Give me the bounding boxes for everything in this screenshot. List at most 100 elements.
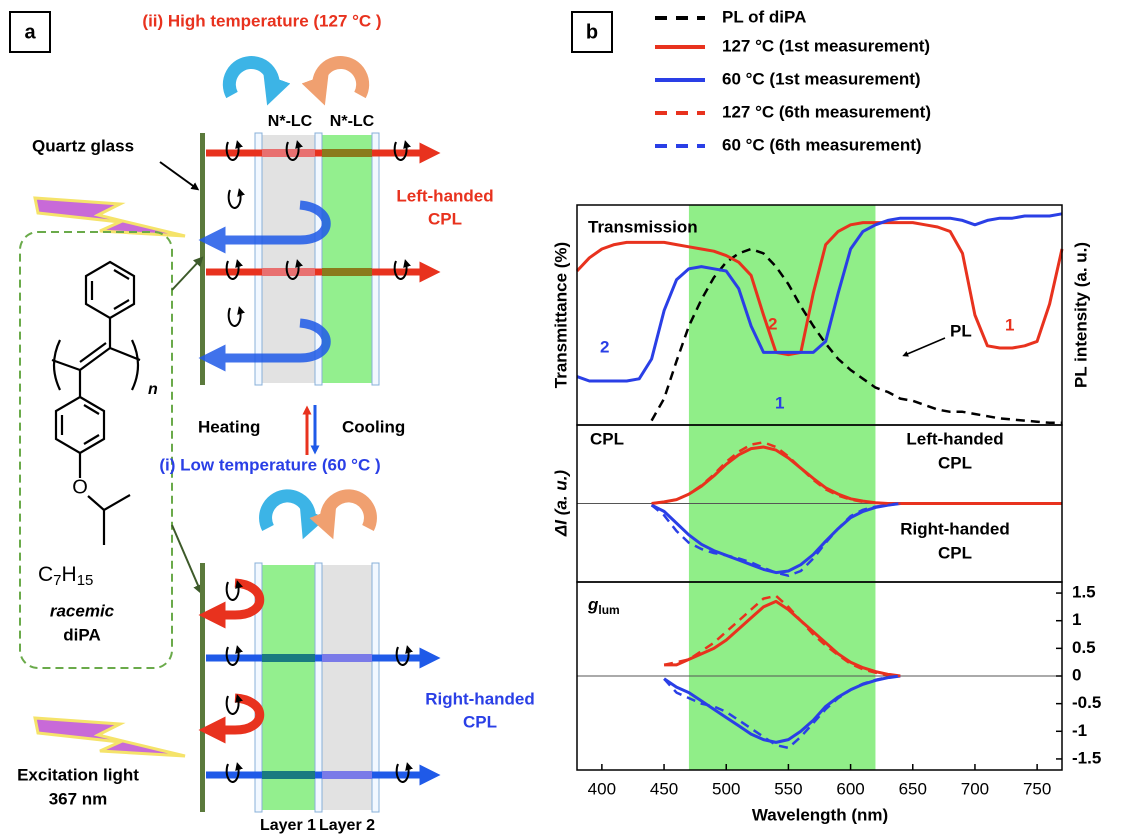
formula-part: C xyxy=(38,563,53,586)
arrow-segment xyxy=(262,654,315,662)
helix-arrow xyxy=(309,489,377,540)
repeat-n: n xyxy=(148,381,158,398)
y-axis-label-sub: lum xyxy=(598,603,619,617)
reflected-arrow xyxy=(198,200,331,254)
panel-label-box xyxy=(9,11,51,53)
y-tick-label: 0 xyxy=(1072,665,1081,684)
polarization-curl xyxy=(285,140,303,161)
glass-plate xyxy=(371,132,380,386)
polarization-curl xyxy=(395,762,413,783)
polarization-curl xyxy=(393,259,411,280)
series-line xyxy=(650,502,901,575)
side-chain xyxy=(78,453,131,545)
right-cpl-label: Right-handed xyxy=(425,689,535,708)
polarization-curl xyxy=(227,188,245,209)
panel-label-box xyxy=(571,11,613,53)
annotation: CPL xyxy=(938,453,972,472)
annotation: CPL xyxy=(590,429,624,448)
oxygen: O xyxy=(72,476,88,498)
y-axis-label: Transmittance (%) xyxy=(551,242,570,388)
series-line xyxy=(650,502,901,577)
y-tick-label: -1.5 xyxy=(1072,748,1101,767)
layer-grey xyxy=(322,565,372,810)
legend-label: 60 °C (1st measurement) xyxy=(722,69,921,88)
layer-green xyxy=(262,565,315,810)
chart-marks xyxy=(575,212,1064,750)
formula-part: 15 xyxy=(77,572,94,589)
y-tick-label: 1.5 xyxy=(1072,583,1096,602)
annotation: Left-handed xyxy=(906,429,1003,448)
series-line xyxy=(663,594,901,678)
arrow-segment xyxy=(322,771,372,779)
chart-frame: 1.5 1 0.5 0 -0.5 -1 -1.5 400 450 500 550 600 650 700 7… xyxy=(576,7,1101,798)
series-line xyxy=(575,221,1064,357)
legend-label: 60 °C (6th measurement) xyxy=(722,135,922,154)
helix-arrow xyxy=(222,56,291,106)
benzene-ring xyxy=(54,395,106,455)
lc-label: N*-LC xyxy=(330,113,375,130)
helix-arrow xyxy=(259,489,327,540)
arrow-segment xyxy=(262,268,315,276)
y-axis-label-main: g xyxy=(587,595,599,614)
x-tick-label: 700 xyxy=(961,779,989,798)
glass-plate xyxy=(371,562,380,813)
backbone xyxy=(51,318,141,397)
annotation: Right-handed xyxy=(900,519,1010,538)
right-cpl-label: CPL xyxy=(463,712,497,731)
repeat-bracket xyxy=(52,339,140,391)
polarization-curl xyxy=(227,306,245,327)
polarization-curl xyxy=(395,645,413,666)
polarization-curl xyxy=(285,259,303,280)
arrow-segment xyxy=(322,149,372,157)
y-tick-label: -1 xyxy=(1072,721,1087,740)
polarization-curl xyxy=(225,762,243,783)
connector xyxy=(171,256,204,291)
double-bond xyxy=(90,269,130,310)
glass-plate xyxy=(314,132,323,386)
double-bond xyxy=(60,404,100,445)
y-axis-label: glum xyxy=(587,595,620,617)
legend-label: 127 °C (1st measurement) xyxy=(722,36,930,55)
polarization-curl xyxy=(225,580,243,601)
y-tick-label: 1 xyxy=(1072,610,1081,629)
connector xyxy=(171,524,203,595)
x-tick-label: 650 xyxy=(899,779,927,798)
x-tick-label: 500 xyxy=(712,779,740,798)
racemic-label: racemic xyxy=(50,601,115,620)
annotation: Transmission xyxy=(588,217,698,236)
quartz-label: Quartz glass xyxy=(32,136,134,155)
y2-axis-label: PL intensity (a. u.) xyxy=(1071,242,1090,388)
reflected-arrow xyxy=(198,578,265,629)
formula-part: 7 xyxy=(53,572,61,589)
y-tick-label: -0.5 xyxy=(1072,693,1101,712)
benzene-ring xyxy=(84,260,136,320)
excitation-bolt xyxy=(33,196,186,238)
excitation-label: 367 nm xyxy=(49,789,108,808)
legend-label: PL of diPA xyxy=(722,7,806,26)
layer-label: Layer 2 xyxy=(319,817,375,834)
formula: C7H15 xyxy=(38,563,93,589)
annotation: 2 xyxy=(768,314,777,333)
series-line xyxy=(664,599,901,678)
reflected-arrow xyxy=(198,318,331,372)
polarization-curl xyxy=(393,140,411,161)
panel-label: b xyxy=(586,21,598,43)
x-axis-label: Wavelength (nm) xyxy=(752,805,888,824)
formula-part: H xyxy=(62,563,77,586)
highlight-band xyxy=(688,205,876,770)
x-tick-label: 450 xyxy=(650,779,678,798)
left-cpl-label: Left-handed xyxy=(396,186,493,205)
x-tick-label: 550 xyxy=(774,779,802,798)
polarization-curl xyxy=(225,259,243,280)
molecule xyxy=(51,260,141,545)
x-tick-label: 600 xyxy=(836,779,864,798)
arrow-segment xyxy=(322,654,372,662)
left-cpl-label: CPL xyxy=(428,209,462,228)
layer-label: Layer 1 xyxy=(260,817,316,834)
polarization-curl xyxy=(225,140,243,161)
heating-label: Heating xyxy=(198,417,260,436)
excitation-bolt xyxy=(33,716,186,758)
series-line xyxy=(576,212,1063,383)
reflected-arrow xyxy=(198,693,265,744)
